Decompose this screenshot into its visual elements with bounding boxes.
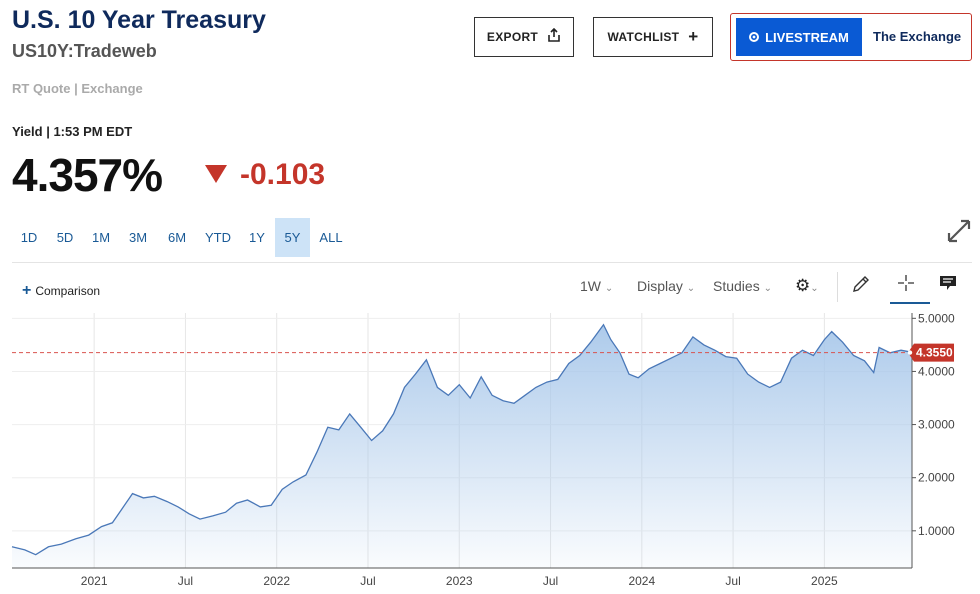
page-title: U.S. 10 Year Treasury bbox=[12, 6, 266, 34]
range-button-all[interactable]: ALL bbox=[319, 230, 343, 245]
livestream-label: LIVESTREAM bbox=[765, 29, 849, 45]
current-value-dot bbox=[907, 350, 913, 355]
x-tick-label: 2025 bbox=[811, 574, 838, 588]
share-icon bbox=[547, 27, 561, 47]
display-dropdown[interactable]: Display ⌄ bbox=[637, 278, 695, 294]
x-tick-label: Jul bbox=[725, 574, 740, 588]
plus-icon: + bbox=[688, 27, 699, 46]
x-tick-label: Jul bbox=[360, 574, 375, 588]
studies-label: Studies bbox=[713, 278, 760, 294]
export-button[interactable]: EXPORT bbox=[474, 17, 574, 57]
draw-pencil-icon[interactable] bbox=[851, 274, 871, 299]
toolbar-divider bbox=[837, 272, 838, 302]
range-button-5d[interactable]: 5D bbox=[56, 230, 74, 245]
quote-source: RT Quote | Exchange bbox=[12, 81, 143, 96]
exchange-link[interactable]: The Exchange bbox=[873, 29, 962, 44]
livestream-banner[interactable]: LIVESTREAM The Exchange bbox=[730, 13, 972, 61]
chevron-down-icon: ⌄ bbox=[604, 283, 614, 294]
yield-line bbox=[11, 323, 913, 556]
price-change: -0.103 bbox=[240, 158, 326, 191]
comparison-button[interactable]: + Comparison bbox=[22, 282, 100, 300]
plus-icon: + bbox=[22, 282, 32, 299]
range-button-5y[interactable]: 5Y bbox=[275, 218, 310, 257]
x-tick-label: 2024 bbox=[628, 574, 655, 588]
range-button-1y[interactable]: 1Y bbox=[249, 230, 265, 245]
chevron-down-icon: ⌄ bbox=[763, 283, 772, 294]
yield-chart[interactable]: 2021 Jul 2022 Jul 2023 Jul 2024 Jul 2025 5.0000 4.… bbox=[0, 310, 980, 594]
x-tick-label: 2021 bbox=[81, 574, 108, 588]
settings-dropdown[interactable]: ⚙⌄ bbox=[795, 276, 819, 296]
display-label: Display bbox=[637, 278, 683, 294]
gear-icon: ⚙ bbox=[795, 276, 811, 295]
x-tick-label: 2023 bbox=[446, 574, 473, 588]
comment-icon[interactable] bbox=[938, 274, 958, 297]
range-button-1d[interactable]: 1D bbox=[20, 230, 38, 245]
comparison-label: Comparison bbox=[35, 284, 101, 298]
last-price: 4.357% bbox=[12, 149, 163, 201]
range-button-3m[interactable]: 3M bbox=[128, 230, 148, 245]
current-value-badge bbox=[908, 343, 954, 362]
studies-dropdown[interactable]: Studies ⌄ bbox=[713, 278, 772, 294]
x-tick-label: 2022 bbox=[263, 574, 290, 588]
export-label: EXPORT bbox=[486, 30, 539, 44]
yield-area bbox=[12, 324, 912, 568]
interval-label: 1W bbox=[580, 278, 601, 294]
y-tick-label: 2.0000 bbox=[918, 471, 955, 485]
symbol-label: US10Y:Tradeweb bbox=[12, 41, 157, 61]
interval-dropdown[interactable]: 1W ⌄ bbox=[580, 278, 613, 294]
down-arrow-icon bbox=[205, 165, 227, 183]
live-dot-icon bbox=[749, 32, 760, 42]
expand-icon[interactable] bbox=[946, 218, 972, 251]
active-tool-indicator bbox=[890, 302, 930, 304]
crosshair-icon[interactable] bbox=[897, 274, 915, 297]
y-tick-label: 3.0000 bbox=[918, 418, 955, 432]
watchlist-label: WATCHLIST bbox=[607, 30, 680, 44]
livestream-button[interactable]: LIVESTREAM bbox=[736, 18, 862, 56]
x-tick-label: Jul bbox=[543, 574, 558, 588]
watchlist-button[interactable]: WATCHLIST + bbox=[593, 17, 713, 57]
yield-timestamp: Yield | 1:53 PM EDT bbox=[12, 124, 133, 139]
y-tick-label: 5.0000 bbox=[918, 311, 955, 325]
y-tick-label: 1.0000 bbox=[918, 524, 955, 538]
current-value-label: 4.3550 bbox=[916, 346, 953, 360]
range-button-1m[interactable]: 1M bbox=[91, 230, 111, 245]
chevron-down-icon: ⌄ bbox=[686, 283, 696, 294]
y-tick-label: 4.0000 bbox=[918, 364, 955, 378]
chevron-down-icon: ⌄ bbox=[810, 283, 819, 294]
x-tick-label: Jul bbox=[178, 574, 193, 588]
range-button-6m[interactable]: 6M bbox=[167, 230, 187, 245]
range-button-ytd[interactable]: YTD bbox=[205, 230, 231, 245]
chart-top-divider bbox=[12, 262, 972, 263]
